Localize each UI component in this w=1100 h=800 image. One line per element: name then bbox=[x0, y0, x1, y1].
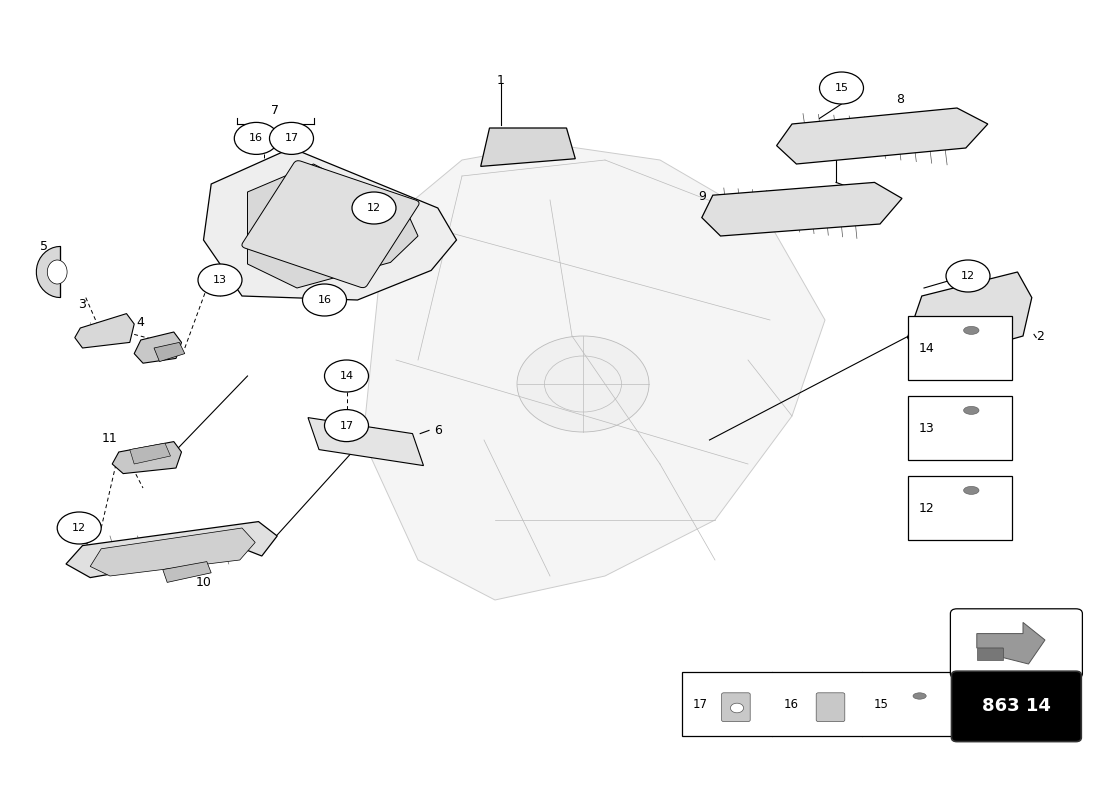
Text: 2: 2 bbox=[1036, 330, 1044, 342]
Circle shape bbox=[234, 122, 278, 154]
FancyBboxPatch shape bbox=[722, 693, 750, 722]
FancyBboxPatch shape bbox=[950, 609, 1082, 678]
Text: 13: 13 bbox=[918, 422, 934, 434]
Text: 863 14: 863 14 bbox=[982, 698, 1050, 715]
Circle shape bbox=[730, 703, 744, 713]
Polygon shape bbox=[481, 128, 575, 166]
Text: 12: 12 bbox=[918, 502, 934, 514]
FancyBboxPatch shape bbox=[908, 316, 1012, 380]
Text: 17: 17 bbox=[693, 698, 708, 710]
Ellipse shape bbox=[964, 486, 979, 494]
FancyBboxPatch shape bbox=[952, 671, 1081, 742]
Text: 17: 17 bbox=[340, 421, 353, 430]
Circle shape bbox=[946, 260, 990, 292]
Text: eurosparts: eurosparts bbox=[400, 379, 656, 421]
Polygon shape bbox=[112, 442, 182, 474]
Text: 6: 6 bbox=[434, 424, 442, 437]
Text: 12: 12 bbox=[73, 523, 86, 533]
Ellipse shape bbox=[964, 406, 979, 414]
Text: 3: 3 bbox=[78, 298, 87, 310]
FancyBboxPatch shape bbox=[682, 672, 953, 736]
Circle shape bbox=[302, 284, 346, 316]
Polygon shape bbox=[75, 314, 134, 348]
Polygon shape bbox=[134, 332, 182, 363]
Circle shape bbox=[544, 356, 622, 412]
FancyBboxPatch shape bbox=[242, 161, 419, 288]
Text: 9: 9 bbox=[697, 190, 706, 202]
Text: 17: 17 bbox=[285, 134, 298, 143]
Text: 15: 15 bbox=[835, 83, 848, 93]
Circle shape bbox=[517, 336, 649, 432]
Ellipse shape bbox=[964, 326, 979, 334]
Text: 7: 7 bbox=[271, 104, 279, 117]
Text: 11: 11 bbox=[102, 432, 118, 445]
Text: 8: 8 bbox=[895, 93, 904, 106]
Polygon shape bbox=[308, 418, 424, 466]
FancyBboxPatch shape bbox=[816, 693, 845, 722]
Polygon shape bbox=[908, 272, 1032, 364]
Text: 4: 4 bbox=[136, 316, 145, 329]
Text: 5: 5 bbox=[40, 240, 48, 253]
Polygon shape bbox=[363, 144, 825, 600]
Text: a passion for excellence: a passion for excellence bbox=[402, 470, 654, 490]
Circle shape bbox=[820, 72, 864, 104]
Polygon shape bbox=[90, 528, 255, 576]
Text: 14: 14 bbox=[340, 371, 353, 381]
Text: 16: 16 bbox=[250, 134, 263, 143]
Circle shape bbox=[198, 264, 242, 296]
Circle shape bbox=[324, 410, 369, 442]
FancyBboxPatch shape bbox=[908, 396, 1012, 460]
Text: 15: 15 bbox=[873, 698, 889, 710]
Polygon shape bbox=[163, 562, 211, 582]
Text: 1: 1 bbox=[496, 74, 505, 86]
Text: 14: 14 bbox=[918, 342, 934, 354]
Text: 12: 12 bbox=[367, 203, 381, 213]
Polygon shape bbox=[977, 648, 1003, 660]
Polygon shape bbox=[702, 182, 902, 236]
Polygon shape bbox=[66, 522, 277, 578]
Ellipse shape bbox=[913, 693, 926, 699]
Text: 12: 12 bbox=[961, 271, 975, 281]
Polygon shape bbox=[130, 443, 170, 464]
Text: 13: 13 bbox=[213, 275, 227, 285]
Circle shape bbox=[352, 192, 396, 224]
Circle shape bbox=[270, 122, 314, 154]
Polygon shape bbox=[248, 164, 418, 288]
Circle shape bbox=[57, 512, 101, 544]
Polygon shape bbox=[777, 108, 988, 164]
Polygon shape bbox=[36, 246, 60, 298]
Text: 10: 10 bbox=[196, 576, 211, 589]
Circle shape bbox=[324, 360, 369, 392]
Polygon shape bbox=[154, 342, 185, 362]
Ellipse shape bbox=[47, 260, 67, 284]
Text: 16: 16 bbox=[318, 295, 331, 305]
Text: 16: 16 bbox=[783, 698, 799, 710]
Polygon shape bbox=[977, 622, 1045, 664]
Polygon shape bbox=[204, 148, 456, 300]
FancyBboxPatch shape bbox=[908, 476, 1012, 540]
